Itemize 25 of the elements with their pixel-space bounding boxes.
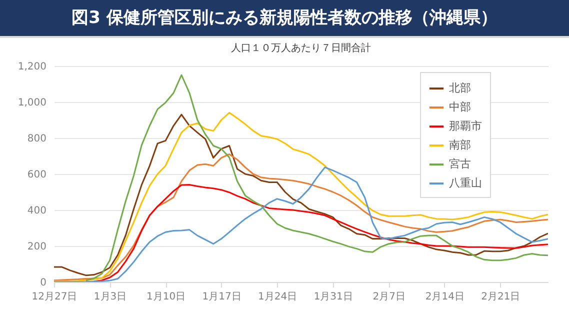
y-tick-label: 200	[27, 242, 46, 252]
x-tick-label: 1月24日	[258, 292, 298, 302]
legend-label: 中部	[449, 100, 471, 114]
y-tick-label: 1,000	[18, 98, 46, 108]
legend-label: 北部	[449, 82, 471, 94]
y-tick-label: 1,200	[18, 62, 46, 72]
y-tick-label: 400	[27, 206, 46, 216]
chart-title: 図3 保健所管区別にみる新規陽性者数の推移（沖縄県）	[0, 0, 569, 38]
chart-subtitle: 人口１０万人あたり７日間合計	[231, 42, 371, 54]
x-tick-label: 2月21日	[481, 292, 520, 302]
line-series	[85, 74, 548, 282]
x-tick-label: 1月17日	[202, 292, 242, 302]
y-tick-label: 800	[27, 134, 46, 144]
legend-label: 那覇市	[449, 120, 482, 132]
x-tick-label: 2月14日	[425, 292, 464, 302]
y-tick-label: 600	[27, 170, 46, 180]
x-tick-label: 2月7日	[372, 292, 406, 302]
x-tick-label: 1月31日	[314, 292, 353, 302]
x-tick-label: 1月3日	[94, 292, 127, 302]
legend-label: 宮古	[449, 158, 471, 170]
y-tick-label: 0	[40, 278, 46, 288]
x-tick-label: 12月27日	[32, 292, 78, 302]
legend-label: 南部	[449, 138, 471, 152]
x-tick-label: 1月10日	[146, 292, 186, 302]
legend-label: 八重山	[449, 176, 482, 190]
